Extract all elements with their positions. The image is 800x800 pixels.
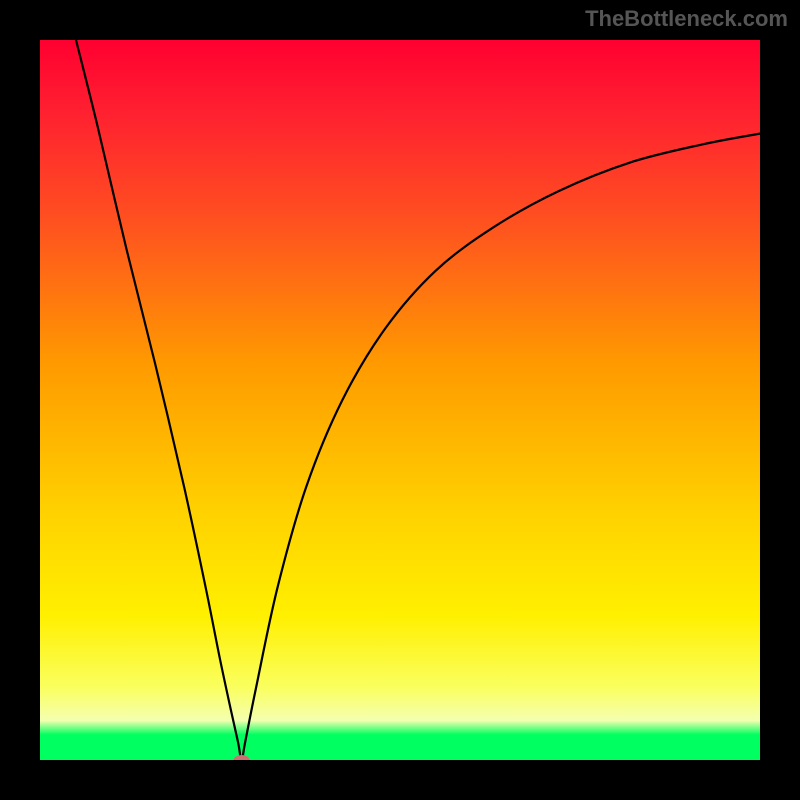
chart-background bbox=[40, 40, 760, 760]
chart-container bbox=[40, 40, 760, 760]
bottleneck-chart bbox=[40, 40, 760, 760]
watermark-text: TheBottleneck.com bbox=[585, 6, 788, 32]
